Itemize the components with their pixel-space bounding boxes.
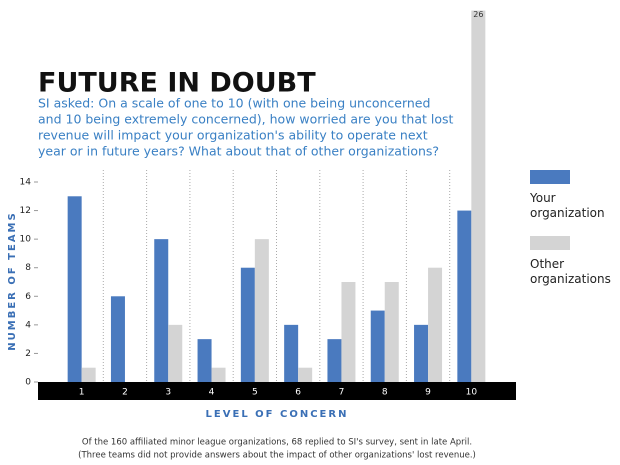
subtitle-line: SI asked: On a scale of one to 10 (with … [38, 96, 430, 111]
bar [168, 324, 183, 382]
x-tick-label: 2 [122, 388, 128, 398]
legend-swatch [530, 236, 570, 250]
x-tick-label: 7 [339, 388, 345, 398]
x-tick-label: 5 [252, 388, 258, 398]
x-axis-title: LEVEL OF CONCERN [206, 409, 349, 420]
data-label: 26 [473, 10, 483, 19]
bar [457, 210, 472, 382]
y-tick-label: 14 [20, 178, 32, 188]
bar [284, 324, 299, 382]
y-tick-label: 10 [20, 235, 32, 245]
bar [211, 367, 226, 382]
footnote: Of the 160 affiliated minor league organ… [78, 438, 476, 461]
x-tick-label: 9 [425, 388, 431, 398]
bar [154, 239, 169, 382]
y-tick-label: 12 [20, 206, 31, 216]
x-tick-label: 6 [295, 388, 301, 398]
bar [384, 282, 399, 382]
legend-swatch [530, 170, 570, 184]
legend-label: Your organization [529, 191, 605, 220]
footnote-line: (Three teams did not provide answers abo… [78, 451, 476, 461]
bar [254, 239, 269, 382]
bar [428, 267, 443, 382]
subtitle-line: and 10 being extremely concerned), how w… [38, 112, 454, 127]
subtitle: SI asked: On a scale of one to 10 (with … [38, 96, 454, 159]
x-tick-label: 1 [79, 388, 85, 398]
y-tick-label: 6 [25, 292, 31, 302]
bar [240, 267, 255, 382]
subtitle-line: year or in future years? What about that… [38, 144, 439, 159]
y-tick-label: 0 [25, 378, 31, 388]
x-axis-band [38, 382, 516, 400]
legend-label: Other organizations [530, 257, 611, 286]
bar [341, 282, 356, 382]
bar [414, 324, 429, 382]
bar [81, 367, 96, 382]
y-tick-label: 2 [25, 349, 31, 359]
bar [110, 296, 125, 382]
chart-title: FUTURE IN DOUBT [38, 68, 316, 99]
bar [298, 367, 313, 382]
y-axis-title: NUMBER OF TEAMS [7, 211, 18, 350]
x-tick-label: 3 [165, 388, 171, 398]
bar [197, 339, 212, 382]
bar [471, 10, 486, 382]
footnote-line: Of the 160 affiliated minor league organ… [82, 438, 472, 448]
y-tick-label: 4 [25, 320, 31, 330]
y-tick-label: 8 [25, 263, 31, 273]
bar [370, 310, 385, 382]
subtitle-line: revenue will impact your organization's … [38, 128, 428, 143]
bar [327, 339, 342, 382]
x-tick-label: 4 [209, 388, 215, 398]
x-tick-label: 10 [466, 388, 478, 398]
x-tick-label: 8 [382, 388, 388, 398]
bar [67, 196, 82, 382]
